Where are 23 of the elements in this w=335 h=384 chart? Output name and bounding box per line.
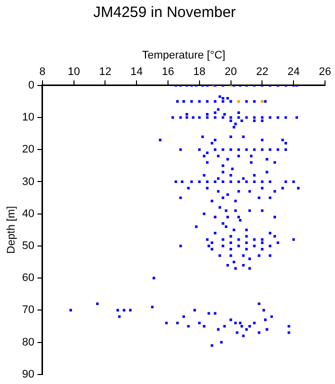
chart-title: JM4259 in November	[93, 4, 236, 22]
y-tick-label: 0	[28, 79, 34, 92]
y-tick-label: 50	[22, 240, 34, 252]
x-tick-label: 18	[193, 66, 206, 78]
y-tick-label: 60	[22, 272, 34, 284]
x-tick-label: 26	[318, 66, 332, 78]
x-tick-label: 22	[256, 66, 268, 78]
x-tick-label: 24	[287, 66, 300, 78]
y-tick-label: 20	[22, 144, 34, 156]
y-axis-title: Depth [m]	[6, 206, 18, 254]
x-tick-label: 10	[68, 66, 80, 78]
x-tick-label: 8	[39, 66, 46, 78]
y-tick-label: 70	[22, 304, 34, 316]
y-tick-label: 30	[22, 176, 34, 188]
y-tick-label: 10	[22, 112, 34, 124]
y-tick-label: 90	[22, 368, 34, 380]
y-tick-label: 40	[22, 208, 34, 220]
y-tick-label: 80	[22, 336, 34, 348]
x-tick-label: 16	[162, 66, 174, 78]
x-tick-label: 14	[130, 66, 143, 78]
x-axis-title: Temperature [°C]	[142, 50, 226, 62]
x-tick-label: 20	[224, 66, 237, 78]
x-tick-label: 12	[99, 66, 112, 78]
